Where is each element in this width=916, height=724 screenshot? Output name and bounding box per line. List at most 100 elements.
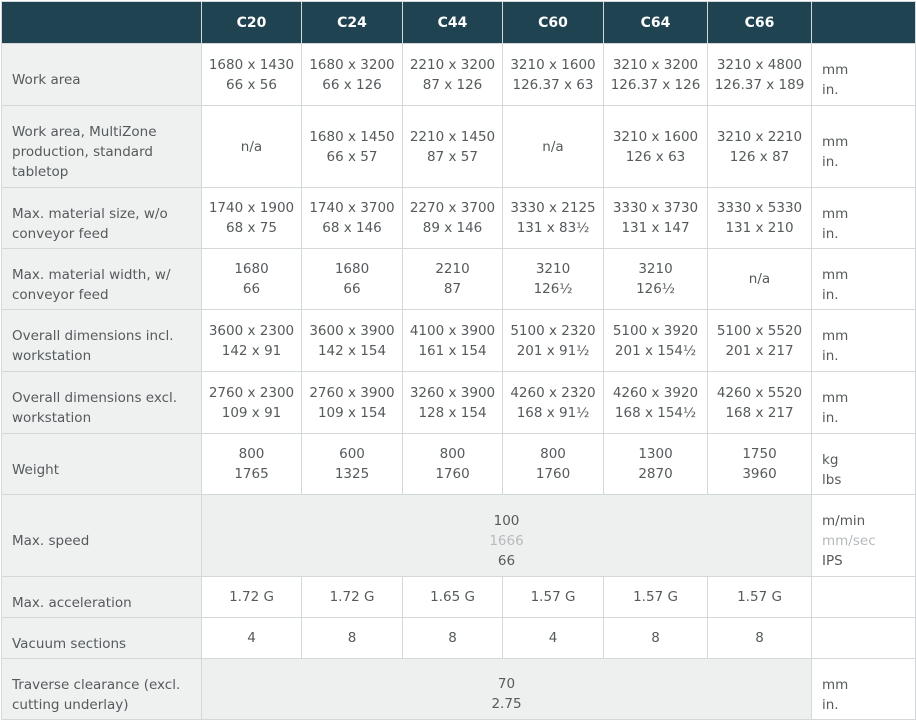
unit-line: in.: [822, 696, 839, 713]
table-row: Traverse clearance (excl. cutting underl…: [1, 658, 916, 720]
header-blank: [1, 1, 202, 44]
value-line: 131 x 83½: [516, 220, 590, 236]
value-line: 4260 x 5520: [716, 384, 803, 401]
value-line: 126 x 63: [625, 148, 686, 165]
table-row: Weight 800 1765 600 1325 800 1760 800 1760 1300 28…: [1, 433, 916, 495]
value-line: 126 x 87: [729, 148, 790, 165]
value-line: 800: [540, 446, 566, 462]
table-row: Vacuum sections 4 8 8 4 8 8: [1, 617, 916, 659]
spanned-value-cell: 70 2.75: [201, 658, 812, 720]
value-line: 2210 x 1450: [409, 128, 496, 145]
value-line: 8: [347, 630, 357, 646]
value-cell: 5100 x 5520 201 x 217: [707, 309, 812, 372]
value-line: 126.37 x 63: [512, 76, 594, 93]
value-cell: 1680 66: [301, 248, 403, 310]
value-cell: 3210 x 2210 126 x 87: [707, 105, 812, 188]
value-line: 142 x 91: [221, 342, 282, 359]
value-line: 2270 x 3700: [409, 200, 496, 216]
unit-cell: mm in.: [811, 371, 916, 434]
value-line: 3600 x 2300: [208, 322, 295, 339]
row-label: Weight: [1, 433, 202, 495]
value-line: 66: [343, 281, 361, 297]
value-line: 1.72 G: [329, 589, 375, 605]
value-line: 1680 x 3200: [309, 56, 395, 73]
value-cell: 1.57 G: [603, 576, 708, 618]
unit-cell: kg lbs: [811, 433, 916, 495]
value-cell: 2210 x 3200 87 x 126: [402, 43, 503, 106]
value-line: 1.57 G: [530, 589, 576, 605]
value-cell: 3210 x 4800 126.37 x 189: [707, 43, 812, 106]
value-line: 68 x 75: [226, 220, 277, 236]
value-line: 5100 x 5520: [716, 322, 803, 339]
row-label: Vacuum sections: [1, 617, 202, 659]
unit-line: lbs: [822, 471, 842, 488]
value-cell: 8: [301, 617, 403, 659]
value-line: 2760 x 2300: [208, 384, 295, 401]
value-cell: 3600 x 2300 142 x 91: [201, 309, 302, 372]
value-line: 1325: [334, 466, 370, 482]
value-cell: 1680 x 1430 66 x 56: [201, 43, 302, 106]
value-cell: 8: [402, 617, 503, 659]
value-line: 89 x 146: [422, 220, 483, 236]
value-line: 2.75: [491, 696, 522, 712]
value-cell: 1750 3960: [707, 433, 812, 495]
value-line: 100: [493, 512, 520, 529]
unit-line: mm: [822, 676, 849, 693]
value-line: 2870: [638, 466, 673, 482]
value-cell: n/a: [707, 248, 812, 310]
value-line: 126.37 x 189: [714, 76, 805, 93]
unit-cell: [811, 576, 916, 618]
unit-line: mm: [822, 390, 849, 406]
unit-line: mm: [822, 328, 849, 344]
value-cell: 3330 x 3730 131 x 147: [603, 187, 708, 249]
value-line: 3330 x 5330: [716, 200, 803, 216]
value-cell: 3210 x 1600 126 x 63: [603, 105, 708, 188]
table-row: Work area, MultiZone production, standar…: [1, 105, 916, 188]
value-line: 87 x 57: [427, 148, 478, 165]
value-line: 126½: [533, 281, 573, 297]
unit-cell: m/min mm/sec IPS: [811, 494, 916, 577]
header-model-c44: C44: [402, 1, 503, 44]
value-cell: 1740 x 3700 68 x 146: [301, 187, 403, 249]
value-line: 131 x 147: [621, 220, 690, 236]
value-cell: 3210 x 3200 126.37 x 126: [603, 43, 708, 106]
value-cell: 1.57 G: [707, 576, 812, 618]
value-line: 3960: [742, 466, 777, 482]
unit-cell: mm in.: [811, 309, 916, 372]
value-line: 3210 x 1600: [612, 128, 699, 145]
value-line: 3330 x 2125: [510, 200, 596, 216]
value-cell: 1300 2870: [603, 433, 708, 495]
value-line: 131 x 210: [725, 220, 794, 236]
value-line: 201 x 217: [725, 342, 794, 359]
header-model-c60: C60: [502, 1, 604, 44]
unit-line: IPS: [822, 553, 843, 569]
header-units: [811, 1, 916, 44]
value-line: 87 x 126: [422, 76, 483, 93]
value-line: 109 x 154: [317, 404, 387, 421]
unit-line: mm/sec: [822, 533, 876, 549]
value-cell: n/a: [502, 105, 604, 188]
value-line: 1680 x 1430: [208, 56, 295, 73]
unit-cell: mm in.: [811, 43, 916, 106]
value-cell: 800 1765: [201, 433, 302, 495]
value-line: n/a: [240, 138, 263, 155]
value-line: 4260 x 3920: [612, 384, 699, 401]
unit-line: mm: [822, 62, 849, 78]
value-line: 1.57 G: [633, 589, 678, 605]
value-line: 5100 x 3920: [612, 322, 699, 339]
header-model-c24: C24: [301, 1, 403, 44]
value-line: 1680: [234, 261, 269, 277]
value-line: 1760: [535, 466, 571, 482]
value-line: n/a: [542, 138, 564, 155]
value-line: 1750: [742, 446, 777, 462]
table-row: Max. acceleration 1.72 G 1.72 G 1.65 G 1.57 …: [1, 576, 916, 618]
value-cell: 1680 x 3200 66 x 126: [301, 43, 403, 106]
value-line: 1680 x 1450: [309, 128, 395, 145]
value-cell: 3330 x 5330 131 x 210: [707, 187, 812, 249]
value-cell: 3260 x 3900 128 x 154: [402, 371, 503, 434]
value-cell: 2270 x 3700 89 x 146: [402, 187, 503, 249]
value-line: 66 x 56: [226, 76, 277, 93]
value-line: 1.65 G: [430, 589, 475, 605]
value-line: 4: [548, 630, 558, 646]
value-line: 66: [242, 281, 261, 297]
